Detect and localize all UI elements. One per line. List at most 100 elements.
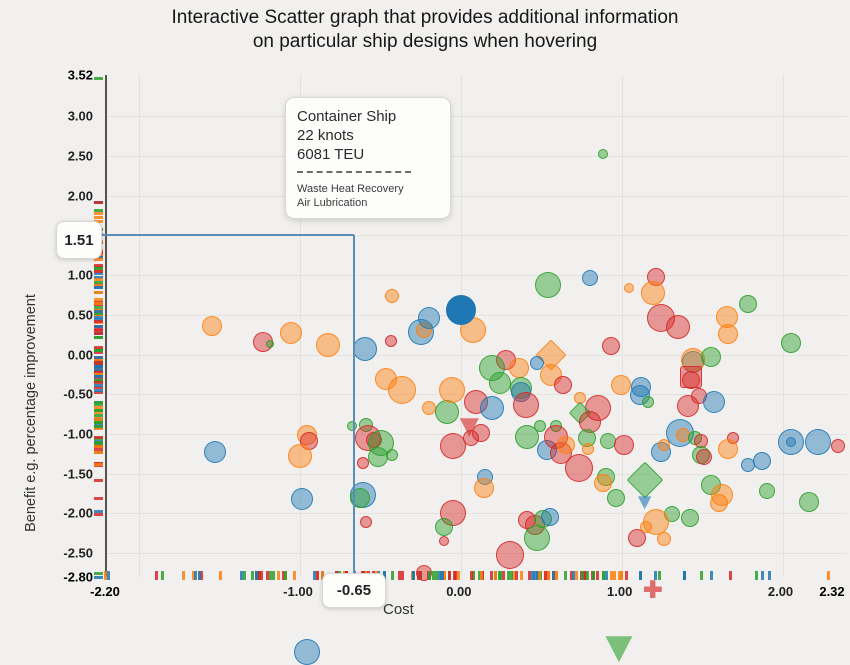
scatter-point[interactable] [553,376,572,395]
scatter-point[interactable] [680,508,699,527]
scatter-point[interactable] [495,541,524,570]
scatter-point[interactable] [438,376,465,403]
x-rug-tick [447,571,451,580]
scatter-point[interactable] [643,580,662,599]
scatter-point[interactable] [479,396,504,421]
scatter-point[interactable] [637,496,652,510]
scatter-point[interactable] [738,295,757,314]
scatter-point[interactable] [656,532,671,547]
scatter-point[interactable] [605,636,633,663]
scatter-point[interactable] [798,491,819,512]
y-rug-tick [94,406,103,410]
scatter-point[interactable] [626,461,664,499]
scatter-point[interactable] [627,529,646,548]
scatter-point[interactable] [593,473,612,492]
scatter-point[interactable] [202,315,222,336]
scatter-point[interactable] [440,433,467,460]
scatter-point[interactable] [473,477,494,498]
scatter-point[interactable] [523,525,550,552]
scatter-point[interactable] [657,438,670,451]
scatter-point[interactable] [529,355,544,370]
scatter-point[interactable] [696,449,713,466]
scatter-point[interactable] [606,488,625,507]
scatter-point[interactable] [753,451,772,470]
scatter-point[interactable] [438,535,449,546]
x-rug-tick [191,571,195,580]
scatter-point[interactable] [718,438,739,459]
scatter-point[interactable] [422,401,437,416]
x-rug-tick [494,571,498,580]
y-rug-tick [94,302,103,306]
scatter-point[interactable] [352,336,377,361]
scatter-point[interactable] [488,371,511,394]
scatter-point[interactable] [418,306,441,329]
scatter-point[interactable] [279,321,302,344]
scatter-point[interactable] [718,324,739,345]
scatter-point[interactable] [386,449,399,461]
x-rug-tick [269,571,273,580]
scatter-point[interactable] [204,440,227,463]
x-rug-tick [272,571,276,580]
scatter-point[interactable] [601,337,620,356]
scatter-point[interactable] [597,148,608,159]
scatter-point[interactable] [758,482,775,499]
scatter-point[interactable] [540,507,559,526]
scatter-point[interactable] [434,518,453,537]
scatter-point[interactable] [781,333,802,354]
scatter-point[interactable] [515,424,540,449]
x-rug-tick [595,571,599,580]
x-hover-label: -0.65 [322,573,386,608]
scatter-point[interactable] [509,357,530,378]
scatter-point[interactable] [535,272,562,299]
scatter-point[interactable] [534,419,547,432]
scatter-point[interactable] [385,289,400,304]
scatter-point[interactable] [384,334,397,347]
scatter-point[interactable] [367,446,388,467]
scatter-point[interactable] [288,443,313,468]
scatter-point[interactable] [462,429,479,446]
x-rug-tick [605,571,609,580]
scatter-point[interactable] [291,488,314,511]
scatter-point[interactable] [564,453,593,482]
scatter-point[interactable] [574,391,587,404]
scatter-point[interactable] [641,395,654,408]
scatter-point[interactable] [640,280,665,305]
scatter-point[interactable] [265,339,274,348]
scatter-point[interactable] [582,442,595,455]
scatter-point[interactable] [434,400,459,425]
scatter-point[interactable] [830,439,845,454]
y-rug-tick [94,386,103,390]
scatter-point[interactable] [556,435,575,454]
scatter-point[interactable] [440,499,467,526]
scatter-point[interactable] [360,515,373,528]
scatter-point[interactable] [682,370,701,389]
y-rug-tick [94,418,103,422]
scatter-point[interactable] [786,436,797,447]
x-rug-tick [315,571,319,580]
scatter-point[interactable] [387,375,416,404]
scatter-point[interactable] [702,390,725,413]
scatter-point[interactable] [610,375,631,396]
scatter-point[interactable] [677,394,700,417]
selected-scatter-point[interactable] [446,294,477,325]
x-rug-tick [243,571,247,580]
y-tick-label: 3.00 [67,108,93,124]
x-rug-tick [438,571,442,580]
scatter-point[interactable] [613,435,634,456]
x-rug-tick [320,571,324,580]
scatter-point[interactable] [315,333,340,358]
scatter-point[interactable] [293,639,320,665]
scatter-point[interactable] [581,269,598,286]
x-rug-tick [254,571,258,580]
scatter-point[interactable] [640,521,653,534]
scatter-point[interactable] [512,391,539,418]
x-rug-tick [515,571,519,580]
scatter-point[interactable] [346,420,357,431]
plot-area[interactable]: Benefit e.g. percentage improvement [23,75,847,665]
scatter-point[interactable] [357,456,370,469]
scatter-point[interactable] [666,315,691,340]
scatter-point[interactable] [805,428,832,455]
scatter-point[interactable] [623,283,634,294]
scatter-point[interactable] [700,347,721,368]
scatter-point[interactable] [709,494,728,513]
